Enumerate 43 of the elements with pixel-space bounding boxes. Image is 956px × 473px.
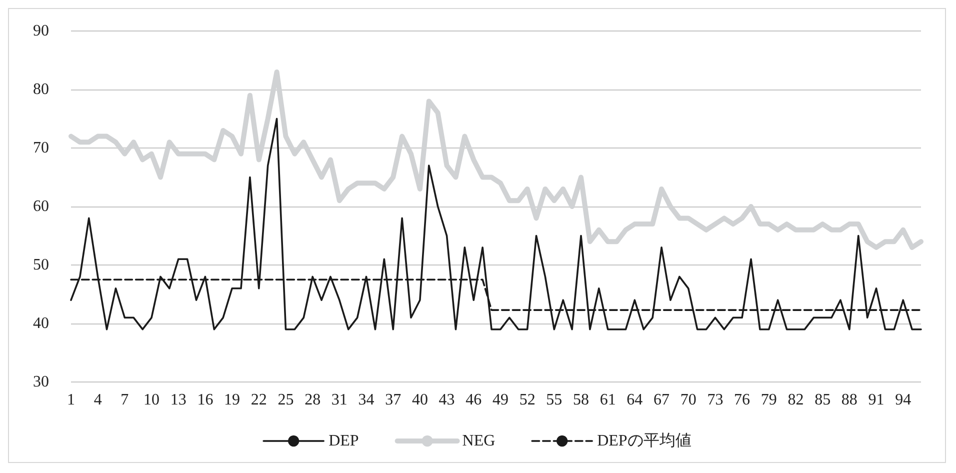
x-tick-label: 49 <box>492 392 508 408</box>
x-tick-label: 7 <box>120 392 129 408</box>
legend-label: DEP <box>328 432 359 450</box>
x-tick-label: 1 <box>67 392 75 408</box>
x-tick-label: 13 <box>170 392 186 408</box>
x-tick-label: 85 <box>814 392 831 408</box>
legend-label: NEG <box>462 432 496 450</box>
x-tick-label: 91 <box>868 392 884 408</box>
x-tick-label: 34 <box>358 392 374 408</box>
x-tick-label: 19 <box>224 392 240 408</box>
x-tick-label: 4 <box>94 392 102 408</box>
x-tick-label: 46 <box>466 392 482 408</box>
legend-label: DEPの平均値 <box>597 432 692 450</box>
x-tick-label: 25 <box>278 392 294 408</box>
x-tick-label: 94 <box>895 392 912 408</box>
y-tick-label: 80 <box>33 81 49 98</box>
y-tick-label: 70 <box>33 140 49 156</box>
x-tick-label: 22 <box>250 392 267 408</box>
x-tick-label: 55 <box>546 392 562 408</box>
x-tick-label: 31 <box>331 392 348 408</box>
x-tick-label: 88 <box>841 392 858 408</box>
x-tick-label: 52 <box>519 392 536 408</box>
y-tick-label: 90 <box>33 22 49 40</box>
y-tick-label: 30 <box>33 374 49 390</box>
x-tick-label: 10 <box>144 392 160 408</box>
y-tick-label: 40 <box>33 315 49 332</box>
y-tick-label: 60 <box>33 198 49 215</box>
line-series <box>70 118 922 330</box>
x-tick-label: 64 <box>626 392 643 408</box>
x-tick-label: 67 <box>654 392 670 408</box>
x-tick-label: 28 <box>304 392 321 408</box>
x-tick-label: 73 <box>707 392 724 408</box>
x-tick-label: 58 <box>573 392 589 408</box>
x-tick-label: 82 <box>788 392 804 408</box>
x-tick-label: 37 <box>385 392 402 408</box>
x-tick-label: 76 <box>734 392 750 408</box>
x-tick-label: 70 <box>680 392 696 408</box>
x-tick-label: 43 <box>438 392 455 408</box>
x-tick-label: 16 <box>197 392 214 408</box>
x-tick-label: 79 <box>760 392 777 408</box>
x-tick-label: 61 <box>600 392 616 408</box>
y-tick-label: 50 <box>33 256 49 274</box>
x-tick-label: 40 <box>412 392 428 408</box>
